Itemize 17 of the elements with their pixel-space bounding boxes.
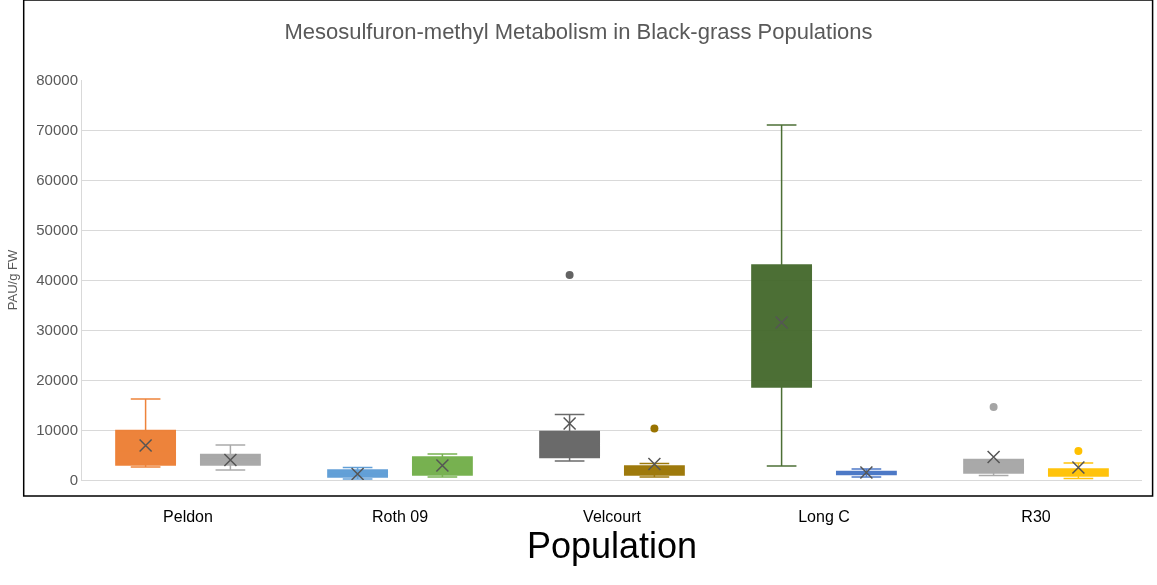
x-tick-label: Peldon (163, 508, 213, 526)
x-tick-label: Velcourt (583, 508, 642, 526)
x-axis-title: Population (526, 525, 698, 567)
x-tick-label: Roth 09 (371, 508, 429, 526)
x-tick-label: R30 (1021, 508, 1051, 526)
y-tick-label: 30000 (36, 321, 78, 339)
chart-title: Mesosulfuron-methyl Metabolism in Black-grass Populations (284, 18, 873, 44)
y-tick-label: 60000 (36, 171, 78, 189)
y-tick-label: 80000 (36, 71, 78, 89)
y-tick-label: 50000 (36, 221, 78, 239)
y-tick-label: 10000 (36, 421, 78, 439)
y-axis-title: PAU/g FW (5, 249, 21, 311)
y-tick-label: 20000 (36, 371, 78, 389)
y-tick-label: 70000 (36, 121, 78, 139)
x-tick-label: Long C (798, 508, 850, 526)
y-tick-label: 0 (69, 471, 78, 489)
y-tick-label: 40000 (36, 271, 78, 289)
